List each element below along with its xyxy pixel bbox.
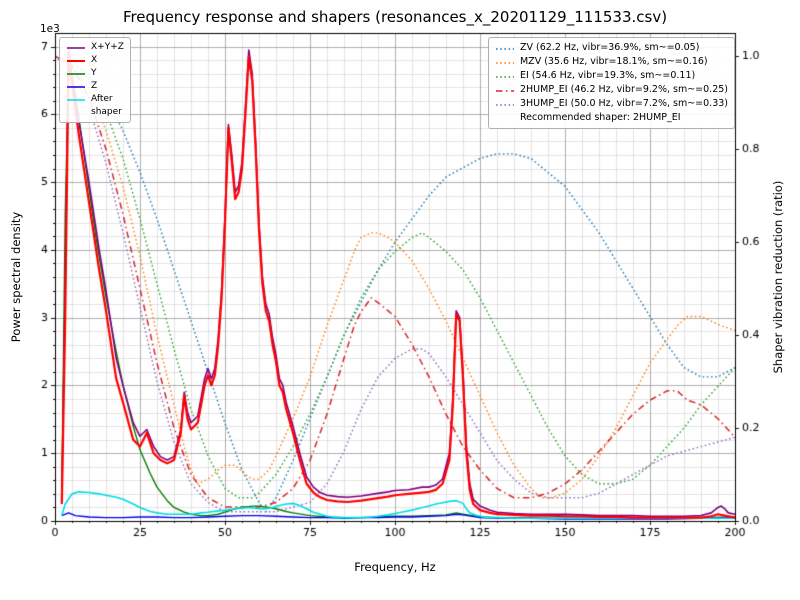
legend-item-ei: EI (54.6 Hz, vibr=19.3%, sm~=0.11): [495, 69, 728, 83]
legend-line-sample-ei: [495, 76, 514, 78]
legend-item-x: X: [66, 54, 124, 67]
legend-label: ZV (62.2 Hz, vibr=36.9%, sm~=0.05): [519, 42, 700, 53]
legend-label: MZV (35.6 Hz, vibr=18.1%, sm~=0.16): [519, 56, 708, 67]
chart-title: Frequency response and shapers (resonanc…: [122, 8, 668, 26]
legend-item-y: Y: [66, 67, 124, 80]
legend-line-sample-after: [67, 99, 85, 101]
y-axis-offset-label: 1e3: [40, 23, 60, 35]
legend-item-zv: ZV (62.2 Hz, vibr=36.9%, sm~=0.05): [495, 41, 728, 55]
legend-line-sample-y: [67, 73, 85, 75]
legend-item-xyz: X+Y+Z: [66, 41, 124, 54]
legend-main: X+Y+Z X Y Z After shaper: [59, 37, 131, 123]
legend-label: X: [91, 55, 98, 65]
legend-line-sample-hump2: [495, 90, 514, 92]
legend-item-hump3: 3HUMP_EI (50.0 Hz, vibr=7.2%, sm~=0.33): [495, 97, 728, 111]
legend-line-sample-z: [67, 86, 85, 88]
y-axis-label-right: Shaper vibration reduction (ratio): [771, 180, 785, 374]
legend-label: X+Y+Z: [91, 42, 124, 52]
y-axis-label-left: Power spectral density: [9, 211, 23, 343]
legend-item-z: Z: [66, 80, 124, 93]
legend-line-sample-hump3: [495, 104, 514, 106]
legend-label: Recommended shaper: 2HUMP_EI: [519, 112, 681, 123]
legend-label: Y: [91, 68, 97, 78]
legend-recommended-note: Recommended shaper: 2HUMP_EI: [495, 111, 728, 125]
legend-line-sample-xyz: [67, 47, 85, 49]
legend-label: Z: [91, 81, 98, 91]
legend-label: 2HUMP_EI (46.2 Hz, vibr=9.2%, sm~=0.25): [519, 84, 728, 95]
legend-item-after: After shaper: [66, 93, 124, 119]
x-axis-label: Frequency, Hz: [354, 560, 436, 574]
legend-item-mzv: MZV (35.6 Hz, vibr=18.1%, sm~=0.16): [495, 55, 728, 69]
legend-label: EI (54.6 Hz, vibr=19.3%, sm~=0.11): [519, 70, 696, 81]
legend-label: After shaper: [91, 94, 122, 117]
legend-label: 3HUMP_EI (50.0 Hz, vibr=7.2%, sm~=0.33): [519, 98, 728, 109]
legend-line-sample-x: [67, 60, 85, 62]
legend-shapers: ZV (62.2 Hz, vibr=36.9%, sm~=0.05) MZV (3…: [487, 37, 735, 129]
legend-line-sample-mzv: [495, 62, 514, 64]
legend-item-hump2: 2HUMP_EI (46.2 Hz, vibr=9.2%, sm~=0.25): [495, 83, 728, 97]
legend-line-sample-zv: [495, 48, 514, 50]
